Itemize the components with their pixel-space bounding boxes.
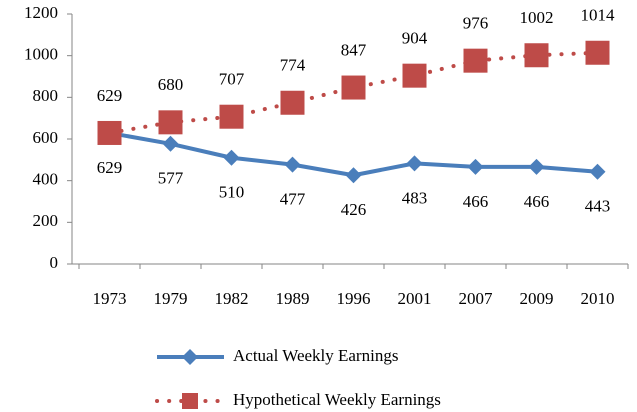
x-tick-label: 1989 xyxy=(276,289,310,308)
y-tick-label: 0 xyxy=(50,253,59,272)
marker xyxy=(97,120,122,145)
x-tick-label: 2001 xyxy=(398,289,432,308)
y-tick-label: 800 xyxy=(33,86,59,105)
marker xyxy=(528,158,545,175)
x-tick-label: 2010 xyxy=(581,289,615,308)
legend-label: Actual Weekly Earnings xyxy=(233,346,398,365)
x-tick-label: 2007 xyxy=(459,289,494,308)
data-label: 426 xyxy=(341,200,367,219)
y-tick-label: 1000 xyxy=(24,45,58,64)
data-label: 443 xyxy=(585,197,611,216)
marker xyxy=(402,63,427,88)
data-label: 904 xyxy=(402,29,428,48)
data-label: 976 xyxy=(463,14,489,33)
marker xyxy=(219,104,244,129)
marker xyxy=(406,155,423,172)
data-label: 680 xyxy=(158,75,184,94)
data-label: 1002 xyxy=(520,8,554,27)
data-label: 483 xyxy=(402,188,428,207)
legend-marker xyxy=(182,393,198,409)
marker xyxy=(467,158,484,175)
marker xyxy=(524,43,549,68)
y-tick-label: 600 xyxy=(33,128,59,147)
data-label: 1014 xyxy=(581,6,616,25)
marker xyxy=(585,40,610,65)
x-tick-label: 1979 xyxy=(154,289,188,308)
data-label: 774 xyxy=(280,56,306,75)
y-tick-label: 1200 xyxy=(24,3,58,22)
legend-label: Hypothetical Weekly Earnings xyxy=(233,390,441,409)
marker xyxy=(345,167,362,184)
legend-marker xyxy=(182,349,198,365)
data-label: 466 xyxy=(463,192,489,211)
marker xyxy=(223,149,240,166)
marker xyxy=(162,135,179,152)
marker xyxy=(280,90,305,115)
y-tick-label: 200 xyxy=(33,211,59,230)
data-label: 707 xyxy=(219,70,245,89)
y-tick-label: 400 xyxy=(33,170,59,189)
marker xyxy=(158,110,183,135)
data-label: 847 xyxy=(341,40,367,59)
x-tick-label: 2009 xyxy=(520,289,554,308)
data-label: 510 xyxy=(219,183,245,202)
marker xyxy=(463,48,488,73)
marker xyxy=(341,75,366,100)
data-label: 477 xyxy=(280,190,306,209)
marker xyxy=(589,163,606,180)
x-tick-label: 1982 xyxy=(215,289,249,308)
data-label: 466 xyxy=(524,192,550,211)
data-label: 629 xyxy=(97,158,123,177)
data-label: 577 xyxy=(158,169,184,188)
data-label: 629 xyxy=(97,86,123,105)
marker xyxy=(284,156,301,173)
x-tick-label: 1973 xyxy=(93,289,127,308)
x-tick-label: 1996 xyxy=(337,289,371,308)
